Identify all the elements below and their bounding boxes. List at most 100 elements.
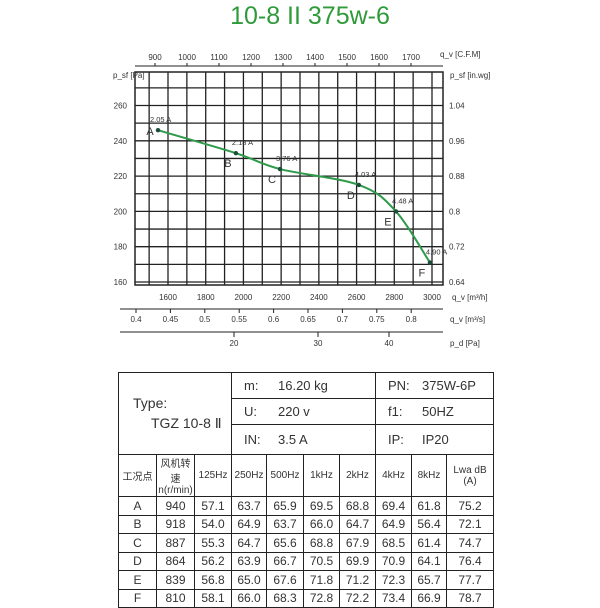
table-cell: 72.3 [375,570,412,590]
table-cell: 64.9 [231,514,267,534]
current-label: 2.05 A [150,115,171,124]
table-cell: 810 [156,588,195,608]
frequency-cell: f1: 50HZ [375,398,494,425]
x4-tick-label: 30 [314,339,323,348]
x4-tick-label: 40 [385,339,394,348]
table-cell: 66.9 [411,588,447,608]
table-cell: 73.4 [375,588,412,608]
y-tick-label: 240 [114,137,128,146]
table-cell: 76.4 [446,551,494,571]
x2-tick-label: 1500 [338,53,356,62]
table-cell: 68.3 [266,588,304,608]
x-tick-label: 3000 [423,293,441,302]
frequency-value: 50HZ [422,404,454,419]
x-tick-label: 2800 [385,293,403,302]
performance-curve [157,129,431,264]
data-point [233,150,239,156]
table-cell: 68.5 [375,533,412,553]
table-cell: 56.8 [194,570,232,590]
x2-tick-label: 1300 [274,53,292,62]
table-cell: 72.1 [446,514,494,534]
table-cell: 54.0 [194,514,232,534]
table-cell: 64.9 [375,514,412,534]
table-cell: 66.0 [303,514,340,534]
voltage-cell: U: 220 v [231,398,376,425]
voltage-value: 220 v [278,404,310,419]
table-cell: 940 [156,496,195,516]
table-cell: 68.8 [339,496,376,516]
y-axis-label: p_sf [Pa] [113,71,145,80]
header-cell: 4kHz [375,454,412,497]
table-row: C 887 55.3 64.7 65.6 68.8 67.9 68.5 61.4 74.7 [118,533,494,553]
voltage-label: U: [244,404,257,419]
table-cell: 66.0 [231,588,267,608]
point-label: A [146,126,154,138]
table-cell: 68.8 [303,533,340,553]
x-tick-label: 1800 [197,293,215,302]
table-cell: F [118,588,157,608]
table-cell: 64.7 [231,533,267,553]
x2-tick-label: 900 [148,53,162,62]
data-point [427,260,433,265]
current-value: 3.5 A [278,432,308,447]
y-tick-label: 220 [114,172,128,181]
table-cell: 70.5 [303,551,340,571]
table-cell: 67.9 [339,533,376,553]
mass-value: 16.20 kg [278,378,328,393]
y2-tick-label: 0.64 [449,278,465,287]
ip-cell: IP: IP20 [375,424,494,455]
current-cell: IN: 3.5 A [231,424,376,455]
x3-tick-label: 0.55 [231,315,247,324]
header-cell: 500Hz [266,454,304,497]
x4-tick-label: 20 [230,339,239,348]
type-label: Type: [133,395,168,411]
x3-tick-label: 0.8 [406,315,418,324]
table-cell: 61.4 [411,533,447,553]
table-cell: 66.7 [266,551,304,571]
x-tick-label: 2400 [310,293,328,302]
data-point [277,166,283,172]
x3-tick-label: 0.6 [268,315,280,324]
table-cell: 65.6 [266,533,304,553]
x4-axis-label: p_d [Pa] [450,339,480,348]
table-cell: E [118,570,157,590]
current-label: 4.48 A [392,196,413,205]
point-label: F [419,268,426,280]
noise-header-row: 工况点 风机转速 n(r/min) 125Hz 250Hz 500Hz 1kHz 2kHz 4… [118,454,494,497]
table-row: B 918 54.0 64.9 63.7 66.0 64.7 64.9 56.4 72.1 [118,514,494,534]
fan-curve-chart: 160 180 200 220 240 260 p_sf [Pa] 0.64 0.72 0.8 0.… [113,50,490,348]
mass-cell: m: 16.20 kg [231,372,376,399]
table-cell: 77.7 [446,570,494,590]
x3-axis-label: q_v [m³/s] [450,315,485,324]
mass-label: m: [244,378,259,393]
header-cell: 1kHz [303,454,340,497]
table-row: E 839 56.8 65.0 67.6 71.8 71.2 72.3 65.7 77.7 [118,570,494,590]
table-cell: 69.5 [303,496,340,516]
y2-tick-label: 1.04 [449,102,465,111]
x-tick-label: 1600 [159,293,177,302]
table-cell: 64.1 [411,551,447,571]
table-cell: 57.1 [194,496,232,516]
table-cell: 887 [156,533,195,553]
table-cell: 56.2 [194,551,232,571]
table-cell: 70.9 [375,551,412,571]
table-row: D 864 56.2 63.9 66.7 70.5 69.9 70.9 64.1 76.4 [118,551,494,571]
x3-tick-label: 0.5 [199,315,211,324]
table-cell: 75.2 [446,496,494,516]
table-row: F 810 58.1 66.0 68.3 72.8 72.2 73.4 66.9 78.7 [118,588,494,608]
table-cell: 71.8 [303,570,340,590]
table-cell: C [118,533,157,553]
y-tick-label: 180 [114,243,128,252]
header-cell: 8kHz [411,454,447,497]
power-value: 375W-6P [422,378,476,393]
type-value: TGZ 10-8 Ⅱ [151,415,222,431]
x2-tick-label: 1600 [370,53,388,62]
table-row: A 940 57.1 63.7 65.9 69.5 68.8 69.4 61.8 75.2 [118,496,494,516]
table-cell: 64.7 [339,514,376,534]
x-tick-label: 2200 [272,293,290,302]
table-cell: 78.7 [446,588,494,608]
table-cell: 72.2 [339,588,376,608]
table-cell: 918 [156,514,195,534]
x2-tick-label: 1200 [242,53,260,62]
x2-tick-label: 1100 [210,53,228,62]
